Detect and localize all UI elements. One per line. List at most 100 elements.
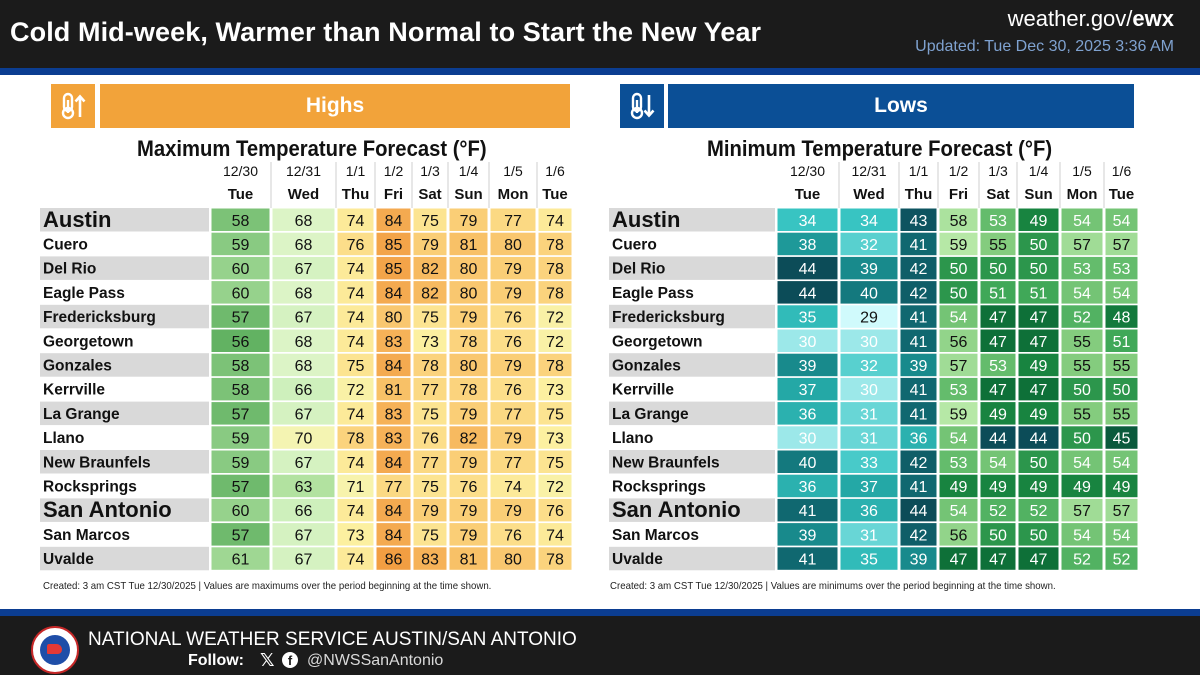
highs-cell-value: 67 — [295, 310, 313, 327]
x-icon[interactable]: 𝕏 — [260, 650, 275, 670]
highs-cell — [537, 497, 573, 523]
highs-cell-value: 57 — [232, 527, 250, 544]
lows-cell — [1104, 401, 1139, 426]
lows-cell-value: 42 — [910, 527, 928, 544]
highs-cell — [375, 522, 412, 547]
lows-cell-value: 54 — [1073, 455, 1091, 472]
highs-city-band — [40, 280, 209, 305]
lows-cell — [1060, 473, 1104, 499]
highs-cell-value: 82 — [421, 261, 439, 278]
highs-cell-value: 76 — [460, 479, 478, 496]
highs-cell-value: 75 — [546, 406, 564, 423]
lows-cell — [839, 497, 899, 523]
highs-cell — [412, 255, 448, 281]
lows-city-band — [609, 474, 775, 498]
lows-cell-value: 49 — [989, 406, 1007, 423]
highs-cell — [271, 449, 336, 474]
lows-city-band — [609, 256, 775, 280]
highs-city-band — [40, 256, 209, 280]
lows-cell-value: 49 — [1030, 358, 1048, 375]
lows-cell — [1104, 280, 1139, 305]
lows-cell-value: 41 — [799, 552, 817, 569]
highs-cell-value: 84 — [385, 503, 403, 520]
lows-city-label: New Braunfels — [612, 454, 720, 471]
lows-cell — [1060, 207, 1104, 232]
highs-cell-value: 74 — [546, 213, 564, 230]
lows-cell — [1017, 231, 1060, 257]
lows-city-label: La Grange — [612, 406, 689, 423]
lows-cell-value: 53 — [989, 213, 1007, 230]
highs-cell — [271, 376, 336, 402]
highs-cell-value: 78 — [546, 358, 564, 375]
lows-cell-value: 32 — [860, 237, 878, 254]
lows-cell-value: 49 — [1113, 479, 1131, 496]
highs-note: Created: 3 am CST Tue 12/30/2025 | Value… — [43, 580, 492, 592]
lows-cell-value: 32 — [860, 358, 878, 375]
highs-city-label: San Antonio — [43, 497, 172, 522]
highs-cell — [489, 449, 537, 474]
highs-cell-value: 67 — [295, 455, 313, 472]
lows-cell — [1017, 352, 1060, 378]
lows-date-label: 1/5 — [1072, 163, 1092, 179]
lows-cell — [1060, 401, 1104, 426]
lows-cell — [1104, 473, 1139, 499]
lows-cell-value: 47 — [950, 552, 968, 569]
highs-cell-value: 77 — [504, 406, 522, 423]
highs-cell-value: 79 — [460, 455, 478, 472]
lows-cell-value: 44 — [799, 261, 817, 278]
lows-cell — [938, 280, 979, 305]
lows-cell-value: 50 — [1073, 382, 1091, 399]
site-suffix: ewx — [1132, 6, 1174, 31]
highs-cell-value: 85 — [385, 261, 403, 278]
highs-cell — [271, 473, 336, 499]
lows-city-label: Eagle Pass — [612, 285, 694, 302]
highs-cell — [537, 207, 573, 232]
lows-cell-value: 45 — [1113, 431, 1131, 448]
highs-cell-value: 57 — [232, 310, 250, 327]
lows-cell-value: 50 — [1073, 431, 1091, 448]
lows-date-label: 1/3 — [988, 163, 1008, 179]
lows-cell — [979, 449, 1017, 474]
site-link[interactable]: weather.gov/ewx — [1008, 6, 1174, 32]
highs-day-label: Fri — [384, 186, 403, 203]
lows-day-label: Sat — [986, 186, 1009, 203]
lows-city-band — [609, 329, 775, 353]
lows-cell — [938, 425, 979, 450]
highs-cell-value: 74 — [347, 406, 365, 423]
lows-date-label: 12/31 — [851, 163, 886, 179]
lows-cell-value: 44 — [1030, 431, 1048, 448]
lows-cell-value: 52 — [1113, 552, 1131, 569]
lows-cell-value: 50 — [989, 527, 1007, 544]
lows-date-label: 1/6 — [1112, 163, 1132, 179]
highs-cell — [448, 546, 489, 571]
highs-cell — [210, 522, 271, 547]
lows-cell-value: 54 — [1113, 455, 1131, 472]
lows-cell — [899, 449, 938, 474]
lows-cell-value: 54 — [1113, 527, 1131, 544]
lows-cell-value: 54 — [1113, 213, 1131, 230]
lows-city-label: Rocksprings — [612, 478, 706, 495]
lows-cell — [1104, 231, 1139, 257]
lows-cell-value: 36 — [910, 431, 928, 448]
page-title: Cold Mid-week, Warmer than Normal to Sta… — [10, 17, 762, 47]
lows-cell-value: 41 — [910, 237, 928, 254]
highs-cell-value: 80 — [385, 310, 403, 327]
lows-cell — [979, 425, 1017, 450]
highs-city-label: Del Rio — [43, 261, 96, 278]
social-handle[interactable]: @NWSSanAntonio — [307, 652, 444, 669]
facebook-icon[interactable]: f — [282, 652, 298, 668]
highs-cell — [448, 401, 489, 426]
highs-cell-value: 74 — [347, 310, 365, 327]
lows-cell — [979, 497, 1017, 523]
lows-cell — [899, 401, 938, 426]
lows-cell — [839, 376, 899, 402]
highs-date-label: 1/2 — [384, 163, 404, 179]
lows-cell-value: 35 — [799, 310, 817, 327]
lows-city-band — [609, 546, 775, 571]
highs-cell-value: 74 — [546, 527, 564, 544]
lows-cell — [899, 280, 938, 305]
updated-timestamp: Updated: Tue Dec 30, 2025 3:36 AM — [915, 38, 1174, 55]
highs-day-label: Mon — [498, 186, 529, 203]
highs-cell — [375, 328, 412, 353]
highs-city-band — [40, 208, 209, 232]
